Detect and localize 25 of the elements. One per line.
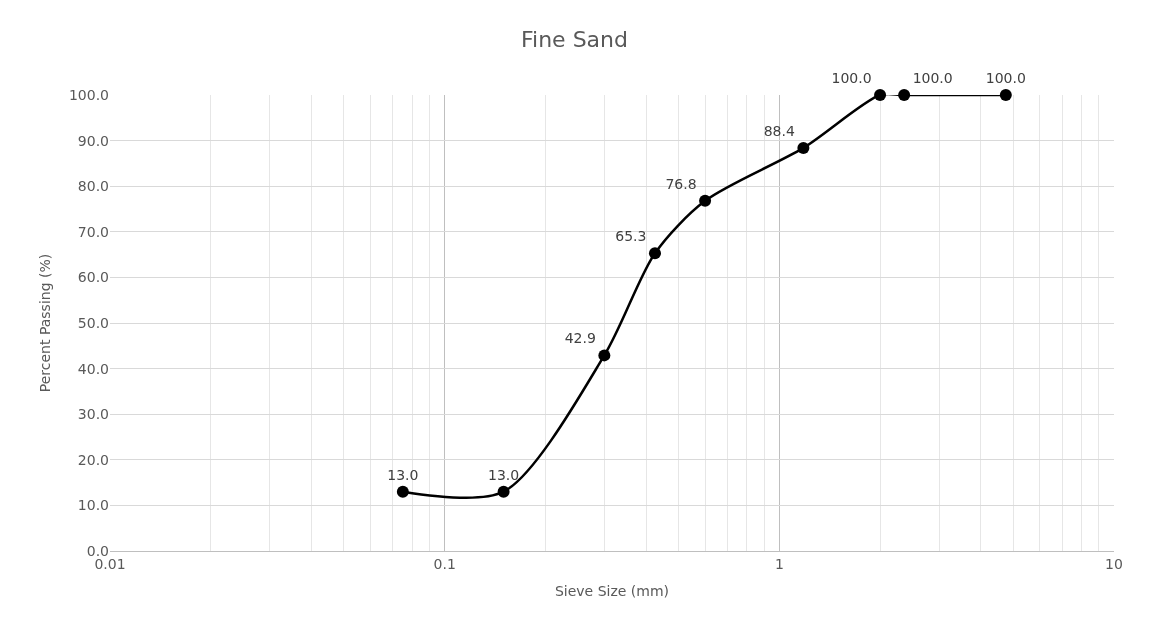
- y-tick-label: 60.0: [77, 269, 109, 286]
- x-tick-label: 1: [774, 555, 784, 572]
- x-tick-label: 0.1: [433, 555, 456, 572]
- y-tick-label: 40.0: [77, 360, 109, 377]
- data-label: 100.0: [912, 70, 953, 86]
- data-label: 88.4: [763, 122, 795, 139]
- data-label: 13.0: [387, 466, 419, 483]
- y-tick-label: 70.0: [77, 223, 109, 240]
- chart-title: Fine Sand: [521, 26, 628, 52]
- y-tick-label: 30.0: [77, 406, 109, 423]
- y-tick-label: 90.0: [77, 132, 109, 149]
- data-label: 100.0: [831, 70, 872, 86]
- data-label: 100.0: [985, 70, 1026, 86]
- y-tick-label: 80.0: [77, 178, 109, 195]
- y-tick-label: 10.0: [77, 497, 109, 514]
- x-tick-label: 10: [1105, 555, 1123, 572]
- data-label: 42.9: [564, 330, 596, 347]
- y-tick-label: 50.0: [77, 314, 109, 331]
- y-tick-label: 20.0: [77, 451, 109, 468]
- y-tick-label: 100.0: [68, 86, 109, 103]
- x-axis-title: Sieve Size (mm): [554, 583, 670, 600]
- data-label: 76.8: [665, 175, 697, 192]
- data-label: 65.3: [615, 228, 647, 245]
- data-label: 13.0: [488, 466, 520, 483]
- y-axis-title: Percent Passing (%): [36, 253, 53, 393]
